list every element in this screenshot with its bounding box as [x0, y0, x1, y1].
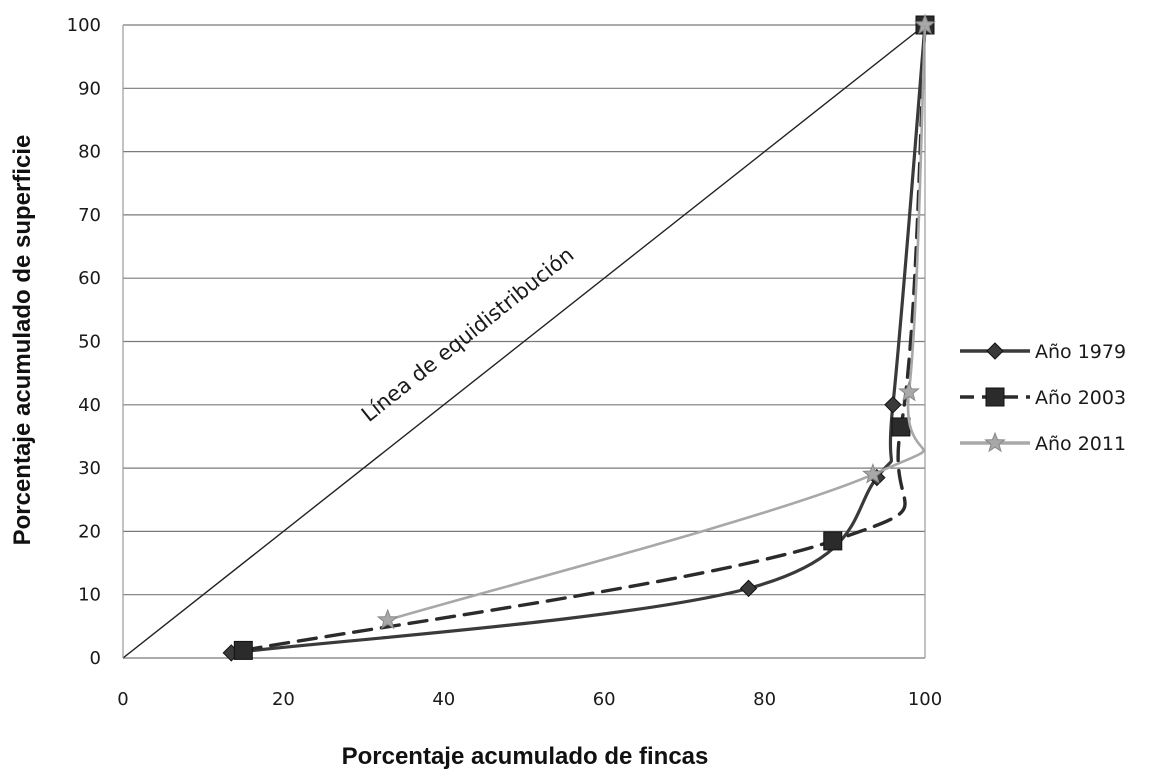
data-point-2: [862, 462, 884, 484]
y-axis-title: Porcentaje acumulado de superficie: [9, 135, 36, 546]
y-tick-label: 0: [90, 648, 101, 669]
x-axis-title: Porcentaje acumulado de fincas: [342, 743, 709, 770]
y-tick-label: 40: [78, 395, 101, 416]
series-line-2: [386, 23, 927, 622]
legend-label-0: Año 1979: [1035, 341, 1126, 363]
y-tick-label: 20: [78, 521, 101, 542]
legend: Año 1979 Año 2003 Año 2011: [960, 341, 1126, 455]
y-tick-label: 70: [78, 205, 101, 226]
data-point-1: [891, 417, 911, 437]
data-point-1: [233, 640, 253, 660]
equidistribution-line-layer: [122, 24, 926, 659]
equidistribution-label: Línea de equidistribución: [357, 242, 579, 426]
x-tick-label: 20: [272, 689, 295, 710]
data-point-2: [376, 608, 399, 630]
axis-layer: 0 10 20 30 40 50 60 70 80 90 100 0 20 40 60 80 100: [67, 15, 943, 710]
x-tick-label: 80: [753, 689, 776, 710]
y-tick-label: 80: [78, 142, 101, 163]
data-point-1: [823, 531, 843, 551]
legend-marker-0: [986, 342, 1004, 360]
x-tick-label: 60: [593, 689, 616, 710]
y-tick-label: 60: [78, 268, 101, 289]
data-point-2: [898, 380, 920, 402]
legend-marker-2: [984, 431, 1006, 453]
legend-label-2: Año 2011: [1035, 433, 1126, 455]
series-layer: [222, 13, 936, 662]
y-tick-label: 90: [78, 78, 101, 99]
legend-marker-1: [985, 387, 1005, 407]
data-point-0: [739, 579, 758, 598]
y-tick-label: 100: [67, 15, 101, 36]
series-line-0: [229, 23, 927, 655]
x-tick-label: 0: [117, 689, 128, 710]
y-tick-label: 30: [78, 458, 101, 479]
y-tick-label: 50: [78, 332, 101, 353]
data-point-0: [884, 396, 902, 414]
equidistribution-line: [122, 24, 926, 659]
legend-label-1: Año 2003: [1035, 387, 1126, 409]
y-tick-label: 10: [78, 585, 101, 606]
x-tick-label: 100: [908, 689, 942, 710]
x-tick-label: 40: [432, 689, 455, 710]
